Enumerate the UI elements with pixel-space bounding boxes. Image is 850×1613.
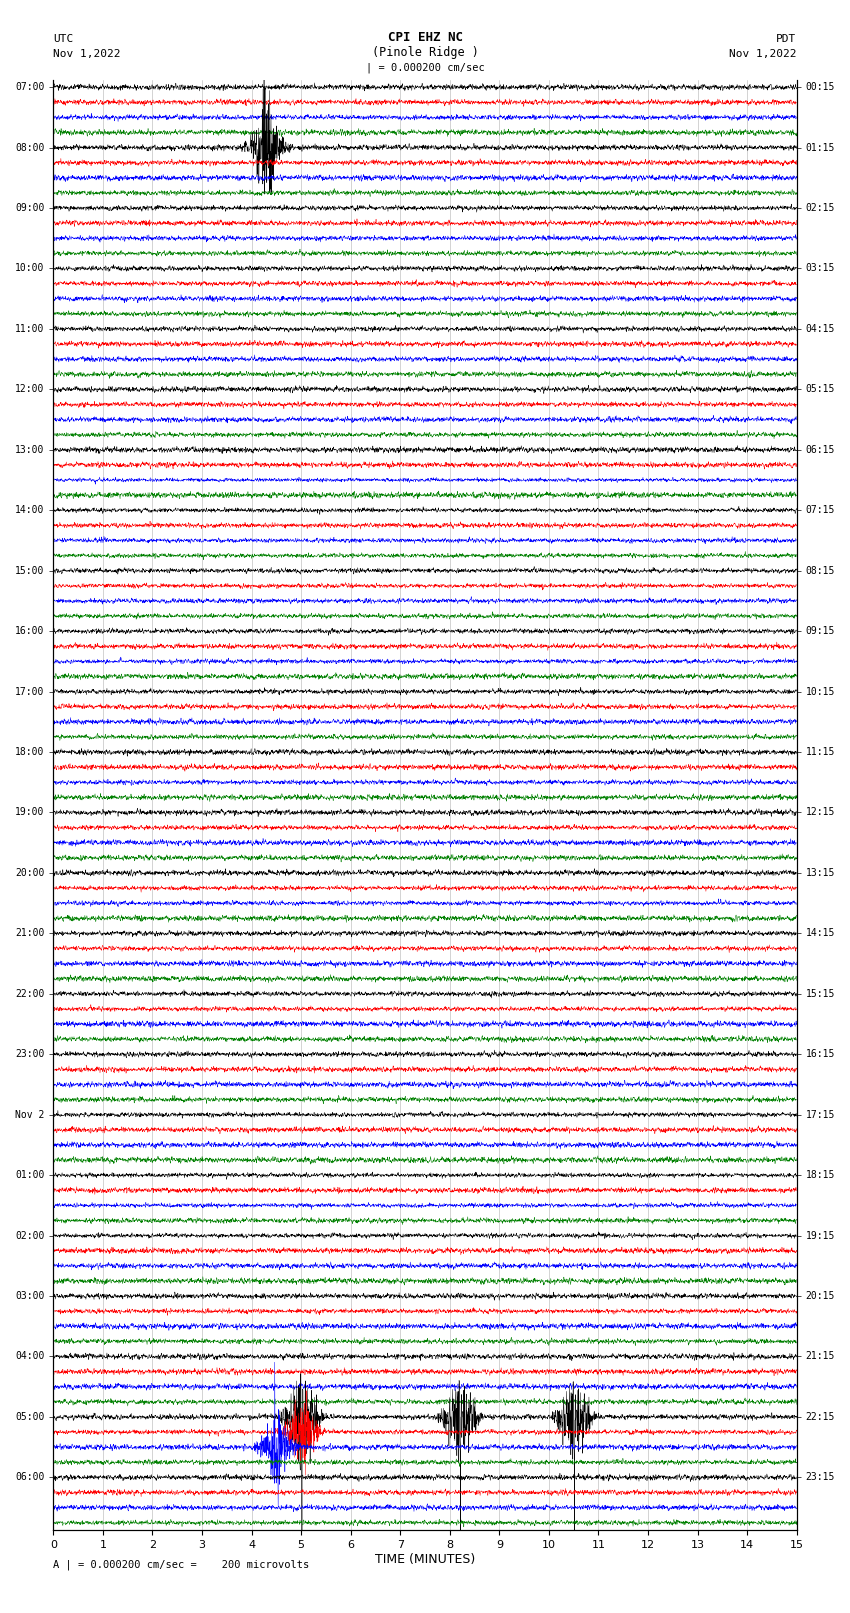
Text: (Pinole Ridge ): (Pinole Ridge )	[371, 45, 479, 58]
Text: Nov 1,2022: Nov 1,2022	[729, 48, 796, 58]
Text: UTC: UTC	[54, 34, 74, 44]
Text: CPI EHZ NC: CPI EHZ NC	[388, 31, 462, 44]
X-axis label: TIME (MINUTES): TIME (MINUTES)	[375, 1553, 475, 1566]
Text: Nov 1,2022: Nov 1,2022	[54, 48, 121, 58]
Text: A | = 0.000200 cm/sec =    200 microvolts: A | = 0.000200 cm/sec = 200 microvolts	[54, 1560, 309, 1569]
Text: PDT: PDT	[776, 34, 796, 44]
Text: | = 0.000200 cm/sec: | = 0.000200 cm/sec	[366, 63, 484, 73]
